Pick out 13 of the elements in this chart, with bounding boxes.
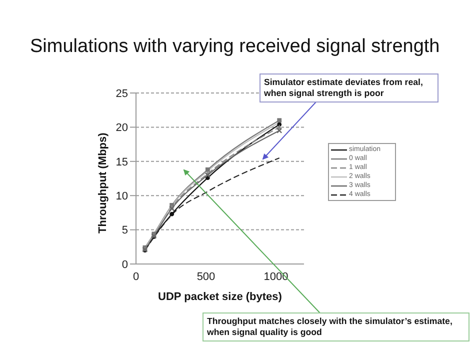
chart-title: Simulations with varying received signal strength [30,36,440,58]
x-axis-title: UDP packet size (bytes) [158,291,282,303]
y-tick-label: 0 [122,258,128,271]
x-tick-label: 0 [132,270,140,283]
x-tick-label: 500 [196,270,216,283]
y-tick-label: 15 [116,156,128,168]
y-tick-label: 25 [116,88,128,100]
y-axis-title: Throughput (Mbps) [96,132,109,234]
text: Throughput matches closely with the simulator’s estimate, when signal quality is good [206,316,452,337]
y-tick-label: 5 [122,224,128,237]
y-tick-label: 20 [116,122,128,134]
y-tick-label: 10 [116,190,128,203]
annotation: Simulator estimate deviates from real, when signal strength is poor [263,77,423,98]
